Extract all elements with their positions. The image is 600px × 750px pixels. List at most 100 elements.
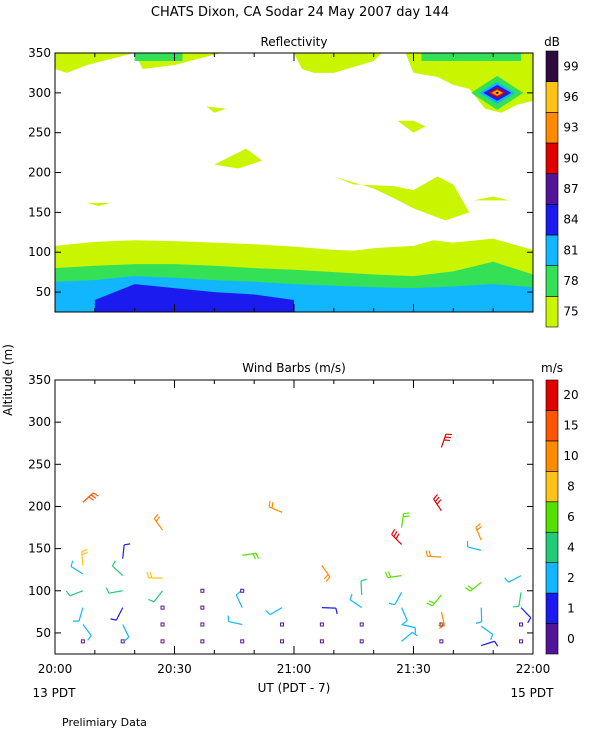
colorbar-tick-label: 20	[563, 388, 578, 402]
figure-title: CHATS Dixon, CA Sodar 24 May 2007 day 14…	[151, 5, 449, 20]
reflectivity-blob	[134, 53, 183, 61]
wind-barb	[148, 590, 164, 603]
calm-marker	[80, 639, 85, 644]
y-tick-label: 100	[28, 584, 51, 598]
calm-marker	[200, 588, 205, 593]
wind-barb	[512, 592, 522, 608]
calm-marker	[160, 639, 165, 644]
colorbar-segment	[545, 204, 559, 236]
x-tick-label: 22:00	[516, 662, 551, 676]
colorbar-tick-label: 99	[563, 59, 578, 73]
reflectivity-blob	[421, 53, 522, 61]
colorbar-segment	[545, 379, 559, 411]
colorbar-tick-label: 93	[563, 121, 578, 135]
reflectivity-panel: 50 100 150 200 250 300 350 Reflectivity dB 75 7…	[28, 35, 579, 328]
calm-marker	[519, 639, 524, 644]
wind-barb	[480, 625, 494, 641]
colorbar-tick-label: 90	[563, 151, 578, 165]
wind-barb	[388, 592, 403, 606]
colorbar-segment	[545, 471, 559, 503]
y-tick-label: 50	[36, 285, 51, 299]
wind-barb	[122, 543, 131, 559]
wind-barb	[465, 581, 482, 592]
reflectivity-patch	[86, 202, 111, 207]
reflectivity-patch	[206, 106, 227, 113]
reflectivity-colorbar-unit: dB	[544, 35, 560, 49]
reflectivity-patch	[405, 53, 533, 113]
footer-note: Prelimiary Data	[62, 716, 147, 729]
reflectivity-patch	[333, 176, 470, 221]
x-tick-label: 20:30	[157, 662, 192, 676]
y-tick-label: 50	[36, 626, 51, 640]
right-time-note: 15 PDT	[511, 686, 555, 700]
colorbar-tick-label: 10	[563, 449, 578, 463]
wind-barb	[440, 433, 452, 448]
x-tick-label: 20:00	[38, 662, 73, 676]
x-tick-label: 21:00	[277, 662, 312, 676]
y-tick-label: 150	[28, 542, 51, 556]
calm-marker	[200, 622, 205, 627]
calm-marker	[439, 639, 444, 644]
y-tick-label: 100	[28, 245, 51, 259]
colorbar-segment	[545, 440, 559, 472]
wind-barb	[265, 607, 283, 616]
wind-barb	[401, 631, 418, 642]
colorbar-segment	[545, 81, 559, 113]
wind-barb	[105, 587, 123, 594]
colorbar-segment	[545, 234, 559, 266]
calm-marker	[319, 639, 324, 644]
colorbar-segment	[545, 265, 559, 297]
reflectivity-title: Reflectivity	[260, 35, 327, 49]
wind-barb	[65, 590, 84, 597]
y-tick-label: 200	[28, 499, 51, 513]
wind-barb	[227, 615, 243, 626]
calm-marker	[200, 605, 205, 610]
wind-barb	[504, 575, 522, 583]
y-axis-label: Altitude (m)	[1, 344, 15, 416]
colorbar-tick-label: 6	[567, 510, 575, 524]
wind-barb	[122, 624, 130, 642]
colorbar-tick-label: 84	[563, 213, 578, 227]
colorbar-segment	[545, 50, 559, 82]
reflectivity-patch	[55, 53, 135, 73]
wind-barb	[426, 594, 442, 607]
calm-marker	[240, 639, 245, 644]
colorbar-segment	[545, 623, 559, 655]
colorbar-segment	[545, 562, 559, 594]
reflectivity-patch	[397, 120, 426, 133]
wind-barb	[110, 607, 124, 621]
wind-barb	[475, 607, 483, 624]
reflectivity-patch	[214, 148, 263, 169]
calm-marker	[120, 639, 125, 644]
colorbar-segment	[545, 410, 559, 442]
y-tick-label: 250	[28, 457, 51, 471]
colorbar-segment	[545, 531, 559, 563]
wind-barb	[70, 560, 84, 575]
colorbar-tick-label: 81	[563, 243, 578, 257]
wind-barb	[433, 494, 442, 512]
wind-barb	[321, 607, 338, 615]
colorbar-segment	[545, 112, 559, 144]
wind-barbs-title: Wind Barbs (m/s)	[242, 361, 346, 375]
wind-barb	[360, 578, 367, 596]
calm-marker	[240, 588, 245, 593]
wind-barb	[349, 593, 363, 609]
wind-colorbar-unit: m/s	[541, 361, 563, 375]
calm-marker	[359, 622, 364, 627]
wind-barb	[520, 607, 532, 624]
calm-marker	[280, 622, 285, 627]
wind-barb	[475, 523, 483, 541]
x-axis-label: UT (PDT - 7)	[258, 681, 331, 695]
left-time-note: 13 PDT	[33, 686, 77, 700]
wind-barb	[384, 571, 402, 579]
colorbar-segment	[545, 501, 559, 533]
wind-barb	[242, 552, 260, 560]
colorbar-segment	[545, 142, 559, 174]
colorbar-tick-label: 78	[563, 274, 578, 288]
y-tick-label: 300	[28, 86, 51, 100]
colorbar-tick-label: 75	[563, 305, 578, 319]
wind-barb	[401, 623, 417, 634]
wind-barb	[481, 640, 499, 647]
